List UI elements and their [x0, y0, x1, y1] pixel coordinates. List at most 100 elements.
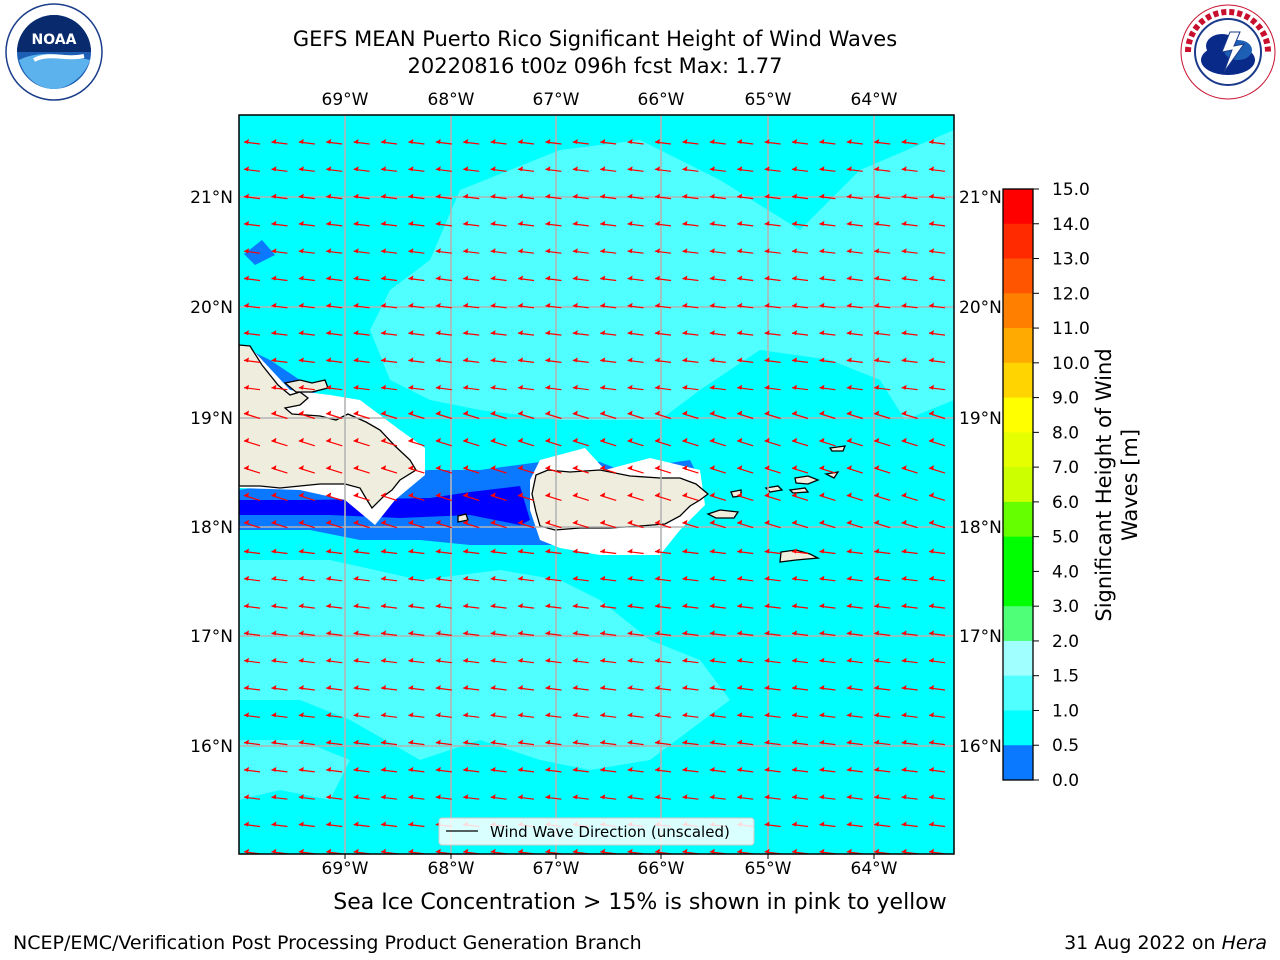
wave-direction-arrow — [737, 384, 754, 391]
wave-direction-arrow — [764, 357, 781, 363]
wave-direction-arrow — [463, 712, 480, 718]
wave-direction-arrow — [654, 357, 672, 363]
wave-direction-arrow — [819, 139, 836, 145]
wave-direction-arrow — [326, 575, 343, 582]
wave-direction-arrow — [463, 330, 480, 336]
wave-direction-arrow — [928, 302, 946, 309]
wave-direction-arrow — [353, 275, 370, 282]
wave-direction-arrow — [737, 712, 754, 718]
wave-direction-arrow — [408, 220, 425, 227]
wave-direction-arrow — [545, 712, 562, 718]
wave-direction-arrow — [874, 794, 891, 800]
wave-direction-arrow — [627, 437, 644, 447]
wave-direction-arrow — [271, 575, 288, 582]
wave-direction-arrow — [298, 193, 315, 200]
wave-direction-arrow — [819, 384, 836, 391]
wave-direction-arrow — [545, 575, 562, 582]
wave-direction-arrow — [380, 766, 398, 773]
wave-direction-arrow — [545, 630, 562, 636]
wave-direction-arrow — [901, 548, 918, 555]
wave-direction-arrow — [846, 630, 863, 636]
wave-direction-arrow — [572, 492, 589, 501]
wave-direction-arrow — [928, 248, 946, 254]
wave-direction-arrow — [271, 685, 288, 691]
wave-direction-arrow — [600, 139, 617, 145]
wave-direction-arrow — [846, 575, 863, 582]
wave-direction-arrow — [243, 465, 261, 474]
wave-direction-arrow — [901, 739, 918, 746]
wave-direction-arrow — [463, 275, 480, 282]
legend-label: Wind Wave Direction (unscaled) — [490, 823, 730, 841]
wave-direction-arrow — [517, 794, 535, 800]
wave-direction-arrow — [463, 302, 480, 309]
footer-left: NCEP/EMC/Verification Post Processing Pr… — [13, 932, 642, 954]
wave-direction-arrow — [408, 794, 425, 800]
wave-direction-arrow — [326, 685, 343, 691]
wave-direction-arrow — [380, 492, 398, 501]
wave-direction-arrow — [654, 766, 672, 773]
wave-direction-arrow — [874, 657, 891, 664]
wave-direction-arrow — [928, 712, 946, 718]
wave-direction-arrow — [517, 139, 535, 145]
wave-direction-arrow — [709, 630, 726, 636]
colorbar-tick-label: 12.0 — [1052, 284, 1090, 304]
wave-direction-arrow — [353, 603, 370, 609]
wave-direction-arrow — [463, 575, 480, 582]
wave-direction-arrow — [928, 766, 946, 773]
wave-direction-arrow — [353, 821, 370, 828]
lon-label-top: 68°W — [428, 90, 475, 110]
wave-direction-arrow — [819, 630, 836, 636]
wave-direction-arrow — [682, 410, 699, 420]
wave-direction-arrow — [243, 330, 261, 336]
wave-direction-arrow — [271, 437, 288, 447]
wave-direction-arrow — [353, 739, 370, 746]
nws-logo — [1180, 4, 1276, 100]
lon-label-bottom: 65°W — [745, 859, 792, 879]
wave-direction-arrow — [600, 384, 617, 391]
wave-direction-arrow — [600, 410, 617, 420]
wave-direction-arrow — [545, 275, 562, 282]
wave-direction-arrow — [709, 302, 726, 309]
wave-direction-arrow — [298, 465, 315, 474]
wave-direction-arrow — [380, 139, 398, 145]
lat-label-left: 18°N — [190, 518, 233, 538]
wave-direction-arrow — [490, 685, 507, 691]
wave-direction-arrow — [874, 630, 891, 636]
wave-direction-arrow — [819, 437, 836, 447]
wave-direction-arrow — [271, 384, 288, 391]
wave-direction-arrow — [709, 220, 726, 227]
wave-direction-arrow — [243, 712, 261, 718]
wave-direction-arrow — [490, 657, 507, 664]
wave-direction-arrow — [572, 139, 589, 145]
wave-direction-arrow — [517, 166, 535, 172]
wave-direction-arrow — [243, 794, 261, 800]
wave-direction-arrow — [545, 492, 562, 501]
wave-direction-arrow — [737, 794, 754, 800]
wave-direction-arrow — [353, 193, 370, 200]
wave-direction-arrow — [791, 657, 809, 664]
wave-direction-arrow — [846, 685, 863, 691]
wave-direction-arrow — [627, 193, 644, 200]
colorbar-cell — [1003, 189, 1033, 225]
wave-direction-arrow — [326, 166, 343, 172]
wave-direction-arrow — [353, 139, 370, 145]
colorbar-cell — [1003, 328, 1033, 364]
wave-direction-arrow — [846, 357, 863, 363]
wave-direction-arrow — [901, 794, 918, 800]
wave-direction-arrow — [326, 357, 343, 363]
wave-direction-arrow — [435, 575, 452, 582]
wave-direction-arrow — [353, 465, 370, 474]
wave-direction-arrow — [654, 330, 672, 336]
wave-direction-arrow — [435, 384, 452, 391]
wave-direction-arrow — [901, 712, 918, 718]
wave-direction-arrow — [764, 384, 781, 391]
wave-direction-arrow — [380, 657, 398, 664]
sea-ice-note: Sea Ice Concentration > 15% is shown in … — [333, 890, 947, 915]
colorbar-tick-label: 10.0 — [1052, 354, 1090, 374]
wave-direction-arrow — [901, 657, 918, 664]
wave-direction-arrow — [600, 712, 617, 718]
wave-direction-arrow — [545, 302, 562, 309]
wave-direction-arrow — [572, 193, 589, 200]
wave-direction-arrow — [517, 630, 535, 636]
